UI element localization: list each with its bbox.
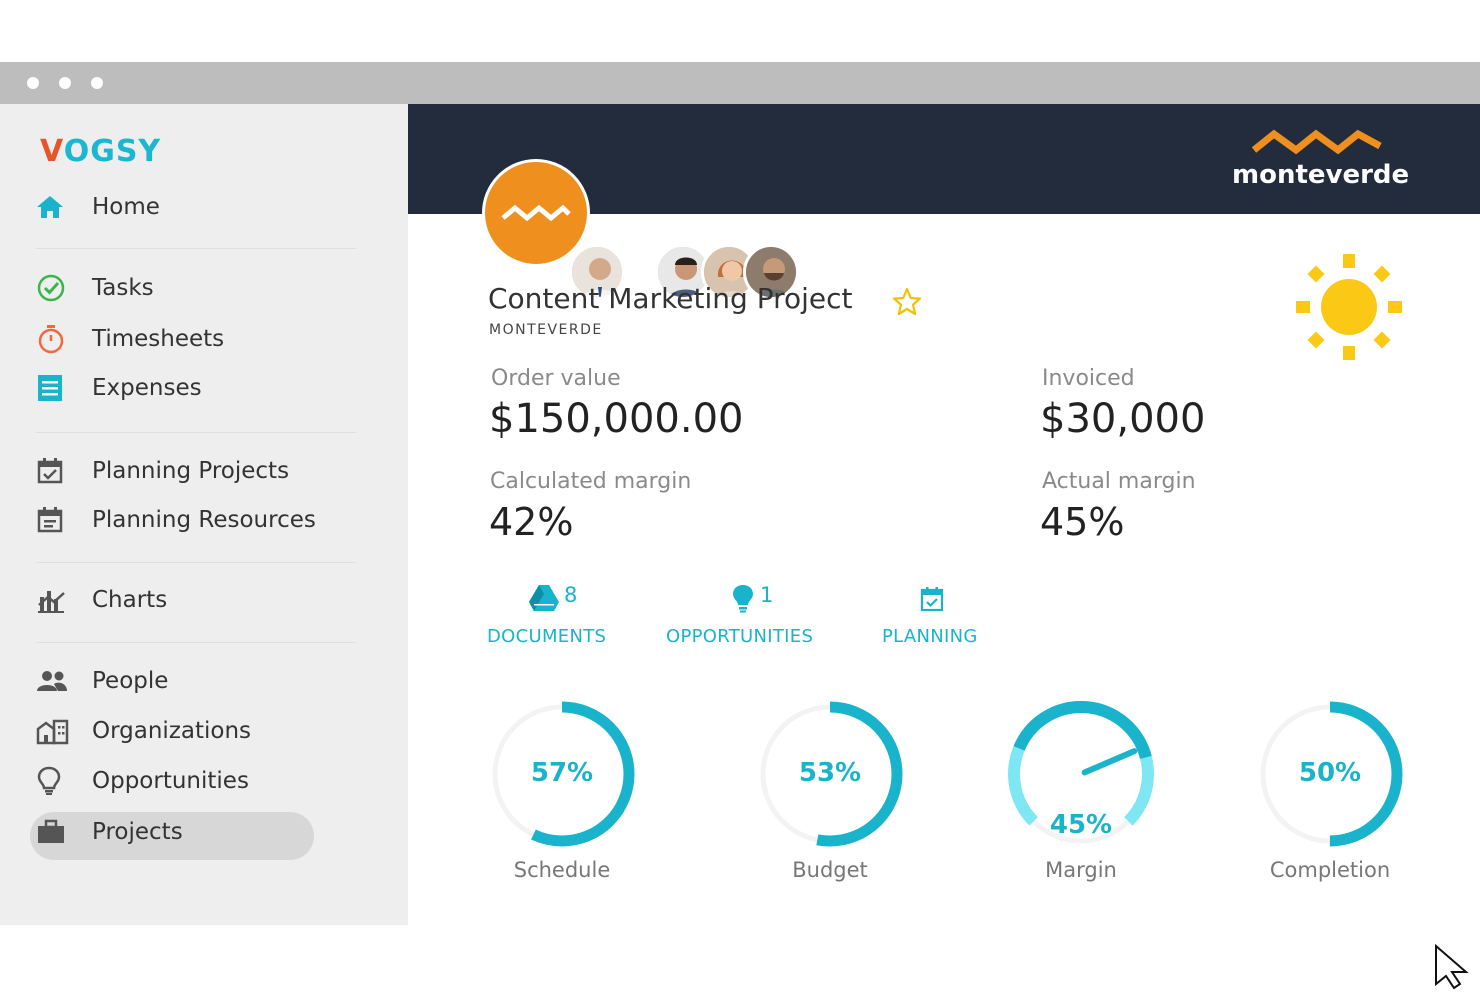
gauge-label: Budget — [792, 858, 868, 882]
gauge-value: 45% — [1049, 810, 1113, 840]
calendar-check-icon — [920, 586, 944, 616]
documents-link[interactable]: DOCUMENTS — [487, 626, 607, 647]
calculated-margin-value: 42% — [489, 500, 574, 544]
actual-margin-label: Actual margin — [1042, 469, 1196, 494]
gauge-value-arc — [1013, 701, 1152, 759]
window-control-minimize[interactable] — [59, 77, 71, 89]
home-icon — [36, 192, 72, 222]
team-member-avatar[interactable] — [743, 244, 799, 300]
sidebar-item-label: People — [92, 668, 169, 694]
gauge-needle — [1081, 748, 1138, 776]
nav-divider — [36, 642, 356, 643]
sidebar-item-home[interactable]: Home — [36, 187, 160, 227]
opportunities-link[interactable]: OPPORTUNITIES — [666, 626, 814, 647]
check-circle-icon — [36, 273, 72, 303]
favorite-star-icon[interactable] — [892, 287, 922, 321]
calendar-check-icon — [36, 456, 72, 486]
opportunities-count: 1 — [760, 583, 774, 607]
sun-icon — [1294, 252, 1404, 366]
project-manager-avatar[interactable] — [569, 244, 625, 300]
project-header-banner: monteverde — [408, 104, 1480, 214]
stopwatch-icon — [36, 324, 72, 354]
gauge-value: 50% — [1298, 758, 1362, 788]
people-icon — [36, 666, 72, 696]
sidebar-item-label: Planning Resources — [92, 507, 316, 533]
gauge-progress-arc — [489, 701, 635, 847]
nav-divider — [36, 562, 356, 563]
sidebar-item-projects[interactable]: Projects — [36, 812, 183, 852]
sidebar-item-opportunities[interactable]: Opportunities — [36, 761, 249, 801]
sidebar-item-charts[interactable]: Charts — [36, 580, 167, 620]
sidebar-item-label: Planning Projects — [92, 458, 290, 484]
receipt-icon — [36, 373, 72, 403]
window-control-close[interactable] — [27, 77, 39, 89]
sidebar-item-label: Charts — [92, 587, 168, 613]
invoiced-value: $30,000 — [1040, 396, 1206, 442]
gauge-completion — [1250, 694, 1410, 854]
gauge-progress-arc — [757, 701, 903, 847]
gauge-label: Completion — [1269, 858, 1391, 882]
documents-count: 8 — [564, 583, 578, 607]
mouse-pointer-icon — [1434, 943, 1480, 994]
calculated-margin-label: Calculated margin — [490, 469, 692, 494]
nav-divider — [36, 432, 356, 433]
nav-divider — [36, 248, 356, 249]
gauge-label: Schedule — [513, 858, 611, 882]
brand-name: monteverde — [1232, 160, 1410, 190]
sidebar-item-planning-projects[interactable]: Planning Projects — [36, 451, 289, 491]
gauge-value: 57% — [530, 758, 594, 788]
actual-margin-value: 45% — [1040, 500, 1125, 544]
project-organization[interactable]: MONTEVERDE — [489, 322, 603, 338]
sidebar: VOGSY Home Tasks Timesheets Expenses — [0, 104, 408, 925]
gauge-budget — [750, 694, 910, 854]
sidebar-item-label: Organizations — [92, 718, 252, 744]
gauge-value: 53% — [798, 758, 862, 788]
app-window: VOGSY Home Tasks Timesheets Expenses — [0, 62, 1480, 990]
order-value-label: Order value — [491, 366, 621, 391]
planning-link[interactable]: PLANNING — [882, 626, 978, 647]
lightbulb-icon — [36, 766, 72, 796]
sidebar-item-label: Projects — [92, 819, 183, 845]
sidebar-item-people[interactable]: People — [36, 661, 168, 701]
gauge-label: Margin — [1045, 858, 1117, 882]
sidebar-item-label: Opportunities — [92, 768, 249, 794]
calendar-list-icon — [36, 505, 72, 535]
window-titlebar — [0, 62, 1480, 104]
sidebar-item-label: Expenses — [92, 375, 202, 401]
briefcase-icon — [36, 817, 72, 847]
sidebar-item-label: Tasks — [92, 275, 154, 301]
invoiced-label: Invoiced — [1042, 366, 1135, 391]
order-value: $150,000.00 — [489, 396, 744, 442]
gauge-margin — [1001, 694, 1161, 854]
building-icon — [36, 716, 72, 746]
sidebar-item-tasks[interactable]: Tasks — [36, 268, 154, 308]
project-title: Content Marketing Project — [488, 282, 853, 315]
gauge-schedule — [482, 694, 642, 854]
sidebar-item-organizations[interactable]: Organizations — [36, 711, 251, 751]
sidebar-item-label: Home — [92, 194, 160, 220]
chart-icon — [36, 585, 72, 615]
organization-avatar[interactable] — [482, 159, 590, 267]
monteverde-brand: monteverde — [1232, 128, 1410, 190]
team-member-avatar[interactable] — [655, 244, 711, 300]
window-control-maximize[interactable] — [91, 77, 103, 89]
project-detail: monteverde Content Marketing Project MON… — [408, 104, 1480, 925]
sidebar-item-expenses[interactable]: Expenses — [36, 368, 202, 408]
sidebar-item-timesheets[interactable]: Timesheets — [36, 319, 224, 359]
sidebar-item-planning-resources[interactable]: Planning Resources — [36, 500, 316, 540]
monteverde-logo-mark — [1251, 129, 1382, 155]
sidebar-item-label: Timesheets — [92, 326, 225, 352]
monteverde-avatar-mark — [501, 204, 571, 222]
google-drive-icon — [528, 584, 560, 616]
active-item-highlight — [30, 812, 314, 860]
vogsy-logo[interactable]: VOGSY — [40, 134, 162, 169]
lightbulb-filled-icon — [732, 584, 754, 618]
gauge-progress-arc — [1257, 701, 1403, 847]
